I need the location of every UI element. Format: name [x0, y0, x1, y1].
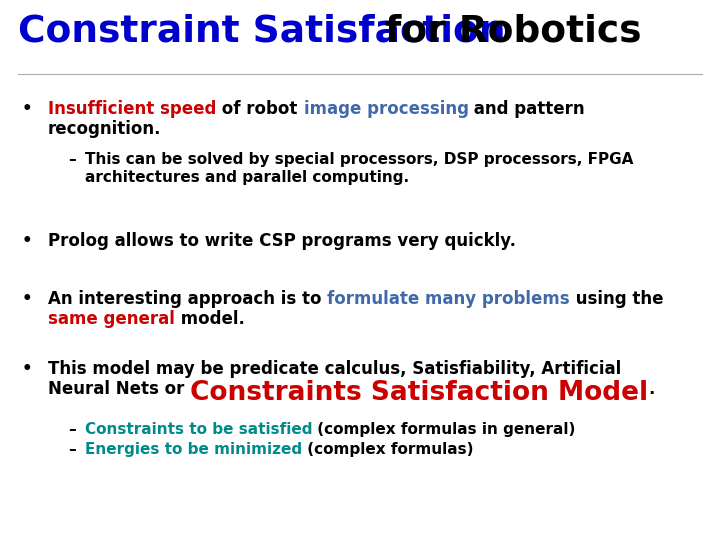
- Text: This model may be predicate calculus, Satisfiability, Artificial: This model may be predicate calculus, Sa…: [48, 360, 621, 378]
- Text: Neural Nets or: Neural Nets or: [48, 380, 190, 398]
- Text: and pattern: and pattern: [469, 100, 585, 118]
- Text: –: –: [68, 152, 76, 167]
- Text: Constraints to be satisfied: Constraints to be satisfied: [85, 422, 312, 437]
- Text: image processing: image processing: [304, 100, 469, 118]
- Text: Energies to be minimized: Energies to be minimized: [85, 442, 302, 457]
- Text: of robot: of robot: [217, 100, 304, 118]
- Text: •: •: [22, 232, 32, 250]
- Text: Prolog allows to write CSP programs very quickly.: Prolog allows to write CSP programs very…: [48, 232, 516, 250]
- Text: Constraint Satisfaction: Constraint Satisfaction: [18, 14, 505, 50]
- Text: –: –: [68, 422, 76, 437]
- Text: •: •: [22, 290, 32, 308]
- Text: •: •: [22, 360, 32, 378]
- Text: •: •: [22, 100, 32, 118]
- Text: same general: same general: [48, 310, 175, 328]
- Text: architectures and parallel computing.: architectures and parallel computing.: [85, 170, 409, 185]
- Text: model.: model.: [175, 310, 245, 328]
- Text: –: –: [68, 442, 76, 457]
- Text: for Robotics: for Robotics: [372, 14, 642, 50]
- Text: .: .: [648, 380, 654, 398]
- Text: This can be solved by special processors, DSP processors, FPGA: This can be solved by special processors…: [85, 152, 634, 167]
- Text: using the: using the: [570, 290, 663, 308]
- Text: (complex formulas in general): (complex formulas in general): [312, 422, 576, 437]
- Text: An interesting approach is to: An interesting approach is to: [48, 290, 328, 308]
- Text: (complex formulas): (complex formulas): [302, 442, 474, 457]
- Text: formulate many problems: formulate many problems: [328, 290, 570, 308]
- Text: Constraints Satisfaction Model: Constraints Satisfaction Model: [190, 380, 648, 406]
- Text: Insufficient speed: Insufficient speed: [48, 100, 217, 118]
- Text: recognition.: recognition.: [48, 120, 161, 138]
